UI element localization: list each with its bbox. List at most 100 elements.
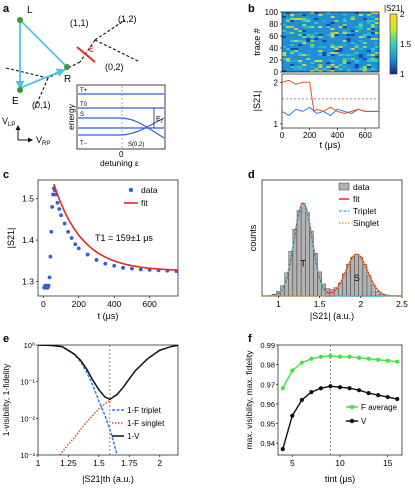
heatmap-cell: [334, 52, 339, 54]
heatmap-cell: [322, 54, 327, 56]
heatmap-cell: [330, 66, 335, 68]
data-point: [59, 213, 63, 218]
heatmap-cell: [342, 58, 347, 60]
fidelity-point: [337, 354, 343, 359]
heatmap-cell: [326, 62, 331, 64]
legend-singlet-text: Singlet: [353, 218, 380, 228]
heatmap-cell: [338, 48, 343, 50]
visibility-point: [309, 390, 314, 395]
point-L-dot: [17, 17, 23, 23]
heatmap-cell: [318, 14, 323, 16]
legend-1ft-text: 1-F triplet: [127, 406, 162, 415]
heatmap-cell: [298, 54, 303, 56]
heatmap-cell: [354, 62, 359, 64]
heatmap-cell: [326, 32, 331, 34]
heatmap-cell: [306, 28, 311, 30]
heatmap-cell: [366, 64, 371, 66]
panel-c-ylabel: |S21|: [6, 228, 16, 249]
heatmap-cell: [322, 40, 327, 42]
trace-xtick-label: 200: [303, 131, 317, 140]
heatmap-cell: [342, 14, 347, 16]
heatmap-cell: [330, 58, 335, 60]
plot-e-ytick-label: 10⁻¹: [20, 378, 35, 387]
heatmap-cell: [354, 60, 359, 62]
panel-a-letter: a: [3, 3, 10, 15]
heatmap-cell: [350, 54, 355, 56]
peak-label-T: T: [300, 258, 306, 268]
heatmap-cell: [302, 34, 307, 36]
heatmap-cell: [370, 12, 375, 14]
panel-d-xlabel: |S21| (a.u.): [310, 311, 354, 321]
legend-favg-marker: [349, 404, 355, 410]
heatmap-cell: [366, 54, 371, 56]
panel-f-ylabel: max. visibility, max. fidelity: [244, 350, 254, 450]
heatmap-cell: [350, 30, 355, 32]
heatmap-cell: [374, 42, 379, 44]
heatmap-cell: [326, 66, 331, 68]
heatmap-cell: [338, 56, 343, 58]
heatmap-cell: [282, 58, 287, 60]
heatmap-cell: [358, 64, 363, 66]
heatmap-cell: [310, 70, 315, 72]
heatmap-cell: [354, 12, 359, 14]
heatmap-cell: [318, 26, 323, 28]
heatmap-cell: [342, 32, 347, 34]
plot-f-ytick-label: 0.97: [260, 380, 275, 389]
plot-f-ytick-label: 0.96: [260, 400, 275, 409]
level-label-Tminus: T−: [80, 141, 88, 147]
region-02: (0,2): [105, 62, 124, 72]
plot-c-ytick-label: 1.3: [22, 277, 34, 287]
heatmap-cell: [306, 34, 311, 36]
heatmap-cell: [350, 28, 355, 30]
heatmap-cell: [326, 34, 331, 36]
heatmap-cell: [290, 32, 295, 34]
heatmap-cell: [366, 58, 371, 60]
colorbar-label: |S21|: [384, 4, 402, 13]
heatmap-cell: [302, 66, 307, 68]
panel-e-ylabel: 1-visibility, 1-fidelity: [1, 363, 11, 436]
heatmap-cell: [330, 70, 335, 72]
heatmap-cell: [318, 70, 323, 72]
plot-d-marks: TS: [261, 202, 403, 297]
level-label-Tplus: T+: [80, 88, 88, 94]
heatmap-cell: [294, 52, 299, 54]
panel-f-letter: f: [248, 333, 252, 345]
heatmap-cell: [338, 18, 343, 20]
heatmap-cell: [362, 70, 367, 72]
heatmap-cell: [302, 54, 307, 56]
panel-c-letter: c: [3, 169, 9, 181]
data-point: [50, 205, 55, 209]
panel-d: d TS 1 1.5 2 2.5 data fit Triplet Singlet |…: [248, 169, 408, 321]
heatmap-cell: [318, 50, 323, 52]
fidelity-point: [318, 354, 324, 359]
heatmap-cell: [346, 62, 351, 64]
panel-d-letter: d: [248, 169, 255, 181]
heatmap-cell: [362, 18, 367, 20]
heatmap-cell: [374, 52, 379, 54]
fidelity-point: [356, 355, 362, 360]
plot-f-xtick-label: 10: [335, 458, 345, 468]
panel-a: a L R E ε (1,1) (1,2) (0,2) (0,1) VL: [2, 3, 166, 168]
heatmap-cell: [330, 34, 335, 36]
legend-hist-label: data: [353, 182, 370, 192]
fidelity-point: [366, 356, 371, 361]
heatmap-cell: [330, 28, 335, 30]
ez-label: Ez: [156, 116, 164, 125]
panel-d-ylabel: counts: [248, 224, 258, 251]
heatmap-cell: [342, 30, 347, 32]
trace-axis-ticks: 2 10 200 400 600: [274, 78, 373, 140]
heatmap-cell: [306, 20, 311, 22]
heatmap-cell: [358, 26, 363, 28]
energy-inset-frame: [76, 84, 166, 150]
heatmap-cell: [290, 60, 295, 62]
heatmap-cell: [326, 16, 331, 18]
visibility-point: [366, 391, 371, 396]
heatmap-cell: [330, 36, 335, 38]
plot-f-xtick-label: 15: [383, 458, 393, 468]
panel-e: e 1 1.25 1.5 1.75 2 10⁰ 10⁻¹ 10⁻² 10⁻³ 1-F tripl…: [1, 333, 179, 484]
data-point: [73, 242, 78, 247]
heatmap-cell: [374, 60, 379, 62]
heatmap-cell: [370, 38, 375, 40]
heatmap-cell: [298, 62, 303, 64]
heatmap-cell: [298, 34, 303, 36]
